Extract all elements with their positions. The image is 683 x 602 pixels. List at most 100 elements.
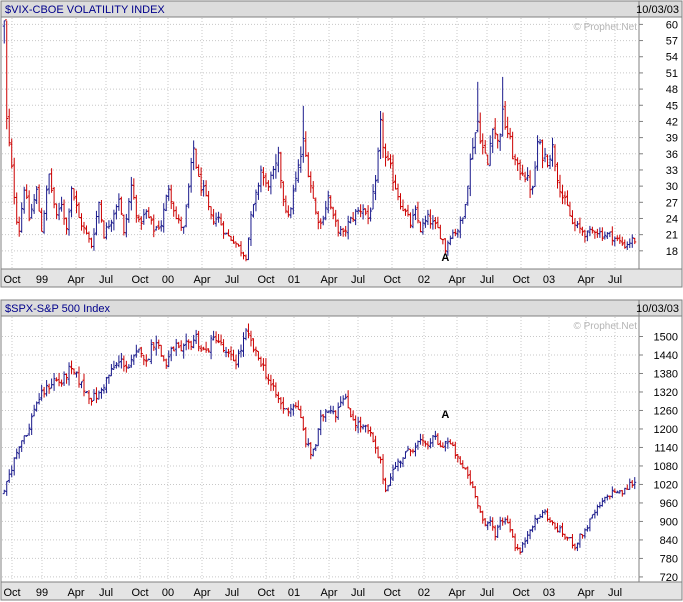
ohlc-bar [560,184,564,205]
ohlc-bar [152,342,156,351]
ohlc-bar [336,402,340,420]
ohlc-bar [446,437,450,449]
ohlc-bar [578,533,582,548]
ohlc-bar [234,354,238,370]
ohlc-bar [456,453,460,463]
y-tick-label: 18 [666,246,678,258]
ohlc-bar [199,345,203,353]
ohlc-bar [159,220,163,232]
vix-title: $VIX-CBOE VOLATILITY INDEX [5,4,165,16]
y-tick-label: 1500 [654,331,678,343]
ohlc-bar [214,331,218,344]
ohlc-bar [142,209,146,225]
ohlc-bar [137,348,141,353]
ohlc-bar [311,181,315,199]
ohlc-bar [408,212,412,229]
ohlc-bar [314,444,318,452]
ohlc-bar [246,237,250,261]
ohlc-bar [543,147,547,163]
ohlc-bar [37,184,41,212]
ohlc-bar [251,338,255,353]
ohlc-bar [498,133,502,151]
ohlc-bar [227,348,231,358]
ohlc-bar [633,477,637,490]
ohlc-bar [461,217,465,224]
ohlc-bar [266,373,270,385]
x-tick-label: 03 [543,274,555,286]
ohlc-bar [70,360,74,375]
ohlc-bar [311,448,315,457]
ohlc-bar [346,390,350,409]
ohlc-bar [615,490,619,494]
y-tick-label: 900 [660,516,678,528]
ohlc-bar [27,190,31,222]
ohlc-bar [207,348,211,353]
x-tick-label: Jul [351,274,365,286]
ohlc-bar [264,358,268,380]
ohlc-bar [391,464,395,481]
ohlc-bar [359,204,363,218]
x-tick-label: Jul [225,274,239,286]
ohlc-bar [536,135,540,171]
ohlc-bar [314,197,318,215]
ohlc-bar [364,208,368,216]
ohlc-bar [396,458,400,472]
ohlc-bar [555,162,559,189]
ohlc-bar [157,220,161,230]
ohlc-bar [212,208,216,225]
x-tick-label: Apr [320,587,337,599]
y-tick-label: 1380 [654,368,678,380]
y-tick-label: 1200 [654,424,678,436]
y-tick-label: 1260 [654,405,678,417]
ohlc-bar [87,390,91,405]
x-tick-label: Oct [383,587,400,599]
ohlc-bar [471,137,475,160]
y-tick-label: 1320 [654,387,678,399]
vix-annotation-a: A [441,252,449,264]
ohlc-bar [129,354,133,368]
spx-panel: $SPX-S&P 500 Index 10/03/03 © Prophet.Ne… [0,299,683,601]
ohlc-bar [237,349,241,368]
ohlc-bar [259,356,263,368]
ohlc-bar [346,215,350,240]
ohlc-bar [209,206,213,220]
x-tick-label: Oct [131,587,148,599]
x-tick-label: Apr [67,587,84,599]
ohlc-bar [47,383,51,394]
ohlc-bar [423,215,427,228]
ohlc-bar [366,205,370,225]
ohlc-bar [620,236,624,246]
ohlc-bar [513,154,517,166]
ohlc-bar [274,382,278,398]
ohlc-bar [513,533,517,552]
ohlc-bar [483,140,487,154]
ohlc-bar [633,237,637,245]
ohlc-bar [558,525,562,533]
ohlc-bar [573,543,577,551]
ohlc-bar [239,344,243,358]
ohlc-bar [269,374,273,392]
ohlc-bar [62,199,66,225]
ohlc-bar [551,137,555,167]
ohlc-bar [473,132,477,155]
ohlc-bar [384,477,388,493]
ohlc-bar [227,229,231,237]
y-tick-label: 24 [666,213,678,225]
ohlc-bar [458,456,462,465]
ohlc-bar [75,190,79,214]
ohlc-bar [600,497,604,507]
ohlc-bar [456,228,460,238]
ohlc-bar [623,487,627,495]
ohlc-bar [486,521,490,530]
ohlc-bar [603,231,607,240]
ohlc-bar [326,190,330,214]
spx-xaxis-area [0,581,683,601]
ohlc-bar [334,209,338,227]
ohlc-bar [476,81,480,133]
ohlc-bar [67,362,71,386]
ohlc-bar [496,133,500,149]
ohlc-bar [2,20,6,44]
ohlc-bar [359,416,363,433]
ohlc-bar [411,208,415,229]
